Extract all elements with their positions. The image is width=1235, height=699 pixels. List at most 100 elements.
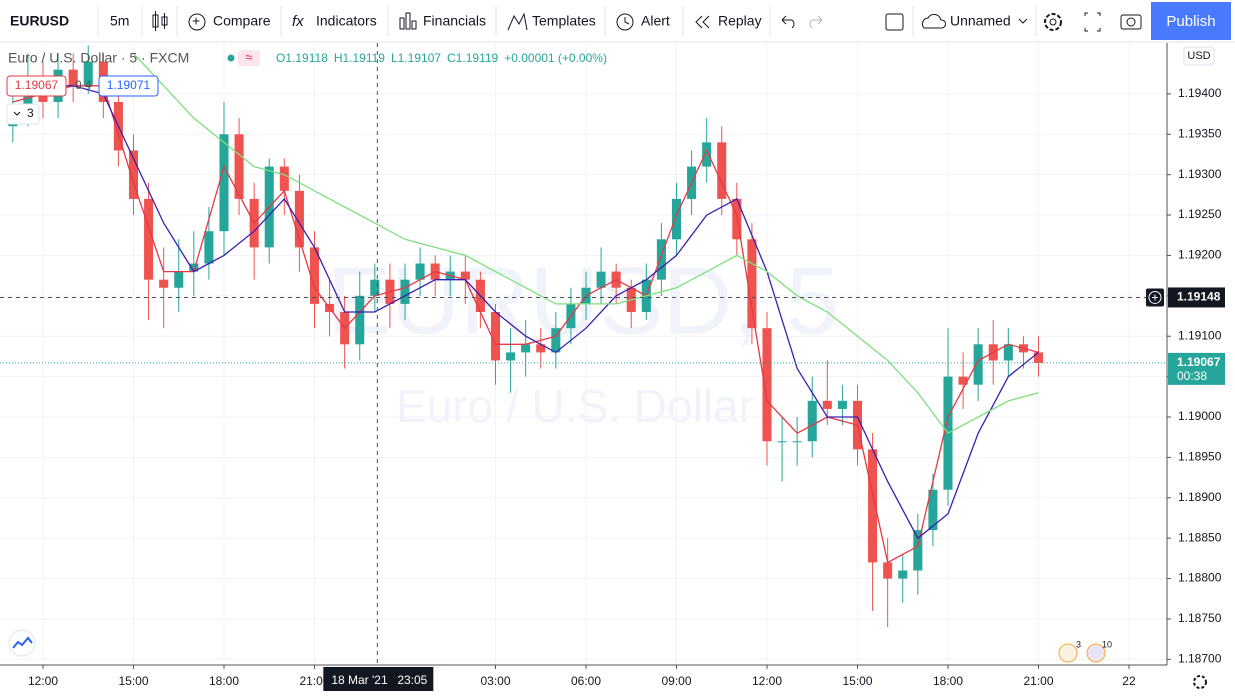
indicators-button[interactable]: Indicators xyxy=(316,13,377,29)
financials-button[interactable]: Financials xyxy=(423,13,486,29)
candle-body xyxy=(822,400,832,409)
layout-name[interactable]: Unnamed xyxy=(950,13,1011,29)
candle-body xyxy=(309,247,320,304)
legend-collapse[interactable] xyxy=(6,103,40,125)
candle-body xyxy=(928,489,938,531)
y-tick-label: 1.18800 xyxy=(1178,571,1222,585)
crosshair-time: 23:05 xyxy=(397,673,427,687)
x-tick-label: 21:00 xyxy=(299,674,329,688)
candle-body xyxy=(400,279,410,304)
badge-count: 3 xyxy=(1076,639,1081,649)
candle-body xyxy=(490,311,501,361)
collapse-arrow xyxy=(13,111,21,116)
undo-button[interactable] xyxy=(781,15,795,29)
axis-settings[interactable] xyxy=(1193,675,1207,689)
compare-icon[interactable] xyxy=(188,13,206,31)
snapshot-button[interactable] xyxy=(1120,14,1142,30)
ohlc-value: H1.19119 xyxy=(334,51,385,65)
fullscreen-button[interactable] xyxy=(1084,12,1101,32)
ma-legend-box xyxy=(6,75,67,97)
candle-body xyxy=(68,69,78,86)
candle-body xyxy=(702,142,712,167)
interval[interactable]: 5m xyxy=(110,13,129,29)
plus: + xyxy=(192,13,200,29)
layout-dropdown[interactable] xyxy=(1018,18,1028,24)
event-badge[interactable] xyxy=(1058,643,1078,663)
candle-body xyxy=(144,198,154,280)
compare-button[interactable]: Compare xyxy=(213,13,271,29)
y-tick-label: 1.18900 xyxy=(1178,490,1222,504)
settings-button[interactable] xyxy=(1044,13,1062,31)
x-tick-label: 03:00 xyxy=(480,674,510,688)
y-tick-label: 1.19200 xyxy=(1178,248,1222,262)
candle-body xyxy=(777,441,787,443)
candle-body xyxy=(913,530,923,571)
publish-button[interactable] xyxy=(1151,2,1231,40)
moving-average xyxy=(12,85,1039,564)
settings-hub xyxy=(1049,18,1057,26)
crosshair-date: 18 Mar '21 xyxy=(331,673,388,687)
alert-icon-hands xyxy=(624,17,630,25)
market-status xyxy=(227,54,235,62)
currency[interactable]: USD xyxy=(1187,50,1210,62)
x-tick-label: 15:00 xyxy=(118,674,148,688)
x-tick-label: 15:00 xyxy=(842,674,872,688)
chart-type-icon[interactable] xyxy=(152,11,168,31)
watermark: Euro / U.S. Dollar xyxy=(396,380,754,432)
time-axis xyxy=(0,665,1167,699)
crosshair-time-tag xyxy=(323,667,434,691)
axes: 1.18700 1.18750 1.18800 1.18850 1.18900 1.189… xyxy=(28,86,1225,691)
templates-icon[interactable] xyxy=(507,12,528,31)
candle-body xyxy=(551,328,561,353)
candle-body xyxy=(415,263,425,280)
event-badge[interactable] xyxy=(1086,643,1106,663)
x-tick-label: 12:00 xyxy=(28,674,58,688)
publish-label[interactable]: Publish xyxy=(1166,13,1215,30)
last-price-label: 1.19067 xyxy=(1177,355,1221,369)
templates-button[interactable]: Templates xyxy=(532,13,596,29)
y-tick-label: 1.19350 xyxy=(1178,126,1222,140)
series-title: Euro / U.S. Dollar · 5 · FXCM xyxy=(8,50,189,66)
redo-button[interactable] xyxy=(809,15,823,29)
alert-icon[interactable] xyxy=(616,13,634,31)
currency-box[interactable] xyxy=(1183,46,1215,66)
candle-body xyxy=(536,344,546,353)
y-tick-label: 1.19100 xyxy=(1178,328,1222,342)
candle-body xyxy=(807,400,817,442)
candle-body xyxy=(128,150,139,199)
last-price-tag xyxy=(1168,352,1225,385)
snapshot-lens xyxy=(1126,17,1136,27)
replay-button[interactable]: Replay xyxy=(718,13,762,29)
crosshair-price: 1.19148 xyxy=(1177,290,1221,304)
alert-button[interactable]: Alert xyxy=(641,13,670,29)
badge-count: 10 xyxy=(1102,639,1112,649)
y-tick-label: 1.19250 xyxy=(1178,207,1222,221)
hidden-count[interactable]: 3 xyxy=(27,106,34,120)
moving-average xyxy=(12,85,1039,540)
ohlc-value: L1.19107 xyxy=(391,51,441,65)
financials-icon[interactable] xyxy=(399,12,417,30)
replay-icon[interactable] xyxy=(695,15,703,29)
candle-body xyxy=(747,239,757,329)
symbol[interactable]: EURUSD xyxy=(10,13,69,29)
candle-body xyxy=(717,142,727,199)
x-tick-label: 21:00 xyxy=(1023,674,1053,688)
candle-body xyxy=(521,344,531,353)
candle-body xyxy=(1033,352,1044,363)
candle-body xyxy=(596,271,606,288)
candle-body xyxy=(234,134,244,199)
candle-body xyxy=(792,441,802,443)
candle-body xyxy=(958,376,968,385)
candle-body xyxy=(460,271,470,280)
candle-body xyxy=(868,449,878,563)
y-tick-label: 1.18950 xyxy=(1178,450,1222,464)
fullscreen-toggle[interactable] xyxy=(885,13,904,31)
ma-legend-box xyxy=(98,75,159,97)
candle-body xyxy=(370,279,380,296)
logo-button[interactable] xyxy=(8,629,36,657)
candle-body xyxy=(189,263,199,272)
data-flag-icon: ≈ xyxy=(245,49,252,64)
y-tick-label: 1.18700 xyxy=(1178,652,1222,666)
x-tick-label: 18:00 xyxy=(209,674,239,688)
